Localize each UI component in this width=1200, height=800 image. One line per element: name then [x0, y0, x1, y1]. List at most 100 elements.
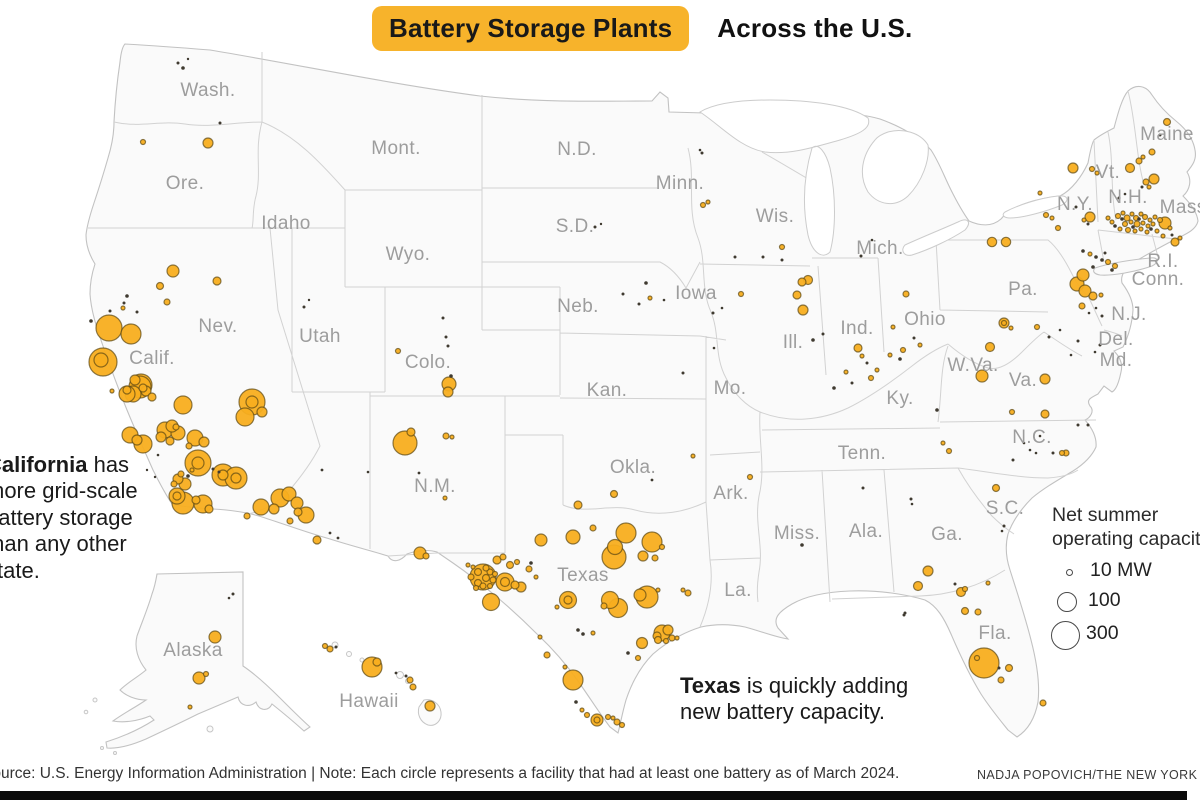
facility-circle [1028, 448, 1032, 452]
state-borders [88, 52, 1177, 628]
facility-circle [268, 503, 280, 515]
facility-circle [93, 352, 109, 368]
facility-circle [903, 611, 907, 615]
facility-circle [334, 645, 338, 649]
facility-circle [1039, 699, 1047, 707]
facility-circle [192, 671, 206, 685]
facility-circle [191, 456, 205, 470]
facility-circle [505, 560, 515, 570]
facility-circle [1131, 225, 1135, 229]
facility-circle [176, 61, 180, 65]
facility-circle [1058, 328, 1062, 332]
facility-circle [1058, 449, 1066, 457]
facility-circle [843, 369, 849, 375]
facility-circle [985, 580, 991, 586]
facility-circle [165, 436, 175, 446]
facility-circle [975, 369, 989, 383]
facility-circle [615, 522, 637, 544]
facility-circle [922, 565, 934, 577]
size-legend: Net summer operating capacity [1052, 503, 1200, 552]
facility-circle [1121, 220, 1129, 228]
facility-circle [245, 395, 259, 409]
facility-circle [960, 606, 970, 616]
facility-circle [792, 290, 802, 300]
facility-circle [1067, 162, 1079, 174]
state-label: Mich. [856, 238, 903, 259]
facility-circle [658, 543, 666, 551]
facility-circle [129, 374, 141, 386]
texas-annotation: Texas is quickly adding new battery capa… [680, 673, 932, 726]
facility-circle [1141, 213, 1149, 221]
facility-circle [910, 502, 914, 506]
hawaii-island [359, 657, 365, 663]
facility-circle [1081, 217, 1087, 223]
facility-circle [1144, 229, 1150, 235]
facility-circle [746, 473, 754, 481]
facility-circle [1148, 173, 1160, 185]
facility-circle [655, 587, 661, 593]
facility-circle [778, 243, 786, 251]
kodiak-island [206, 725, 214, 733]
facility-circle [968, 647, 1000, 679]
facility-circle [1128, 219, 1134, 225]
byline-credit: NADJA POPOVICH/THE NEW YORK TIMES [977, 768, 1200, 782]
facility-circle [441, 316, 445, 320]
facility-circle [1109, 219, 1115, 225]
facility-circle [1140, 185, 1144, 189]
legend-size-label: 300 [1086, 622, 1119, 644]
facility-circle [1076, 339, 1080, 343]
facility-circle [899, 346, 907, 354]
title-badge: Battery Storage Plants [372, 6, 690, 51]
facility-circle [293, 507, 303, 517]
facility-circle [372, 657, 382, 667]
facility-circle [912, 336, 916, 340]
facility-circle [181, 66, 185, 70]
state-label: N.Y. [1057, 194, 1093, 215]
state-label: Wis. [756, 206, 795, 227]
facility-circle [690, 453, 696, 459]
facility-circle [1004, 663, 1014, 673]
facility-circle [1087, 311, 1091, 315]
facility-circle [917, 342, 923, 348]
california-annotation-bold: California [0, 452, 88, 477]
facility-circle [902, 290, 910, 298]
facility-circle [589, 524, 597, 532]
facility-circle [543, 651, 551, 659]
facility-circle [482, 564, 490, 572]
facility-circle [211, 467, 215, 471]
facility-circle [604, 713, 612, 721]
facility-circle [163, 298, 171, 306]
facility-circle [583, 711, 591, 719]
facility-circle [1093, 350, 1097, 354]
facility-circle [1098, 343, 1102, 347]
facility-circle [1084, 211, 1096, 223]
facility-circle [853, 343, 863, 353]
bottom-bar [0, 791, 1187, 800]
facility-circle [510, 580, 520, 590]
facility-circle [467, 573, 475, 581]
facility-circle [481, 573, 491, 583]
legend-size-label: 100 [1088, 589, 1121, 611]
facility-circle [593, 716, 601, 724]
facility-circle [681, 371, 685, 375]
facility-circle [1049, 215, 1055, 221]
facility-circle [832, 386, 836, 390]
facility-circle [208, 630, 222, 644]
facility-circle [1170, 233, 1174, 237]
facility-circle [153, 475, 157, 479]
facility-circle [997, 676, 1005, 684]
state-label: N.H. [1108, 187, 1148, 208]
facility-circle [565, 529, 581, 545]
facility-circle [186, 57, 190, 61]
facility-circle [243, 512, 251, 520]
state-label: Pa. [1008, 279, 1038, 300]
facility-circle [489, 576, 497, 584]
facility-circle [644, 281, 648, 285]
hawaii-island [346, 651, 352, 657]
facility-circle [867, 374, 875, 382]
facility-circle [1069, 353, 1073, 357]
facility-circle [1002, 524, 1006, 528]
facility-circle [887, 352, 893, 358]
facility-circle [218, 121, 222, 125]
texas-annotation-bold: Texas [680, 673, 741, 698]
